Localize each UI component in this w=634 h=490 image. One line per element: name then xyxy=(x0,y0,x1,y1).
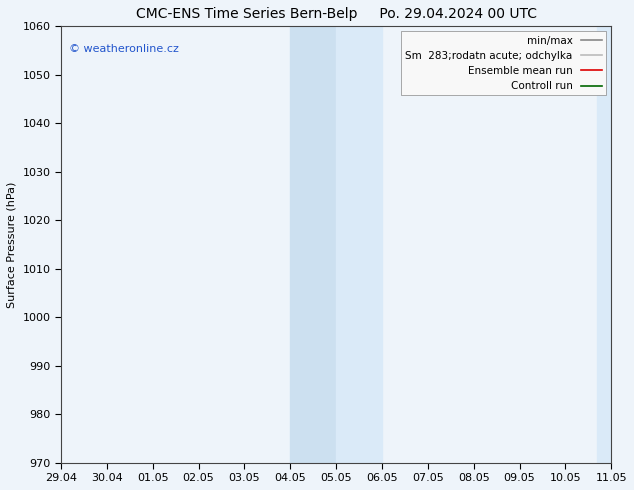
Text: © weatheronline.cz: © weatheronline.cz xyxy=(69,44,179,54)
Title: CMC-ENS Time Series Bern-Belp     Po. 29.04.2024 00 UTC: CMC-ENS Time Series Bern-Belp Po. 29.04.… xyxy=(136,7,536,21)
Bar xyxy=(597,26,611,463)
Bar xyxy=(290,26,336,463)
Legend: min/max, Sm  283;rodatn acute; odchylka, Ensemble mean run, Controll run: min/max, Sm 283;rodatn acute; odchylka, … xyxy=(401,31,606,96)
Y-axis label: Surface Pressure (hPa): Surface Pressure (hPa) xyxy=(7,181,17,308)
Bar xyxy=(336,26,382,463)
